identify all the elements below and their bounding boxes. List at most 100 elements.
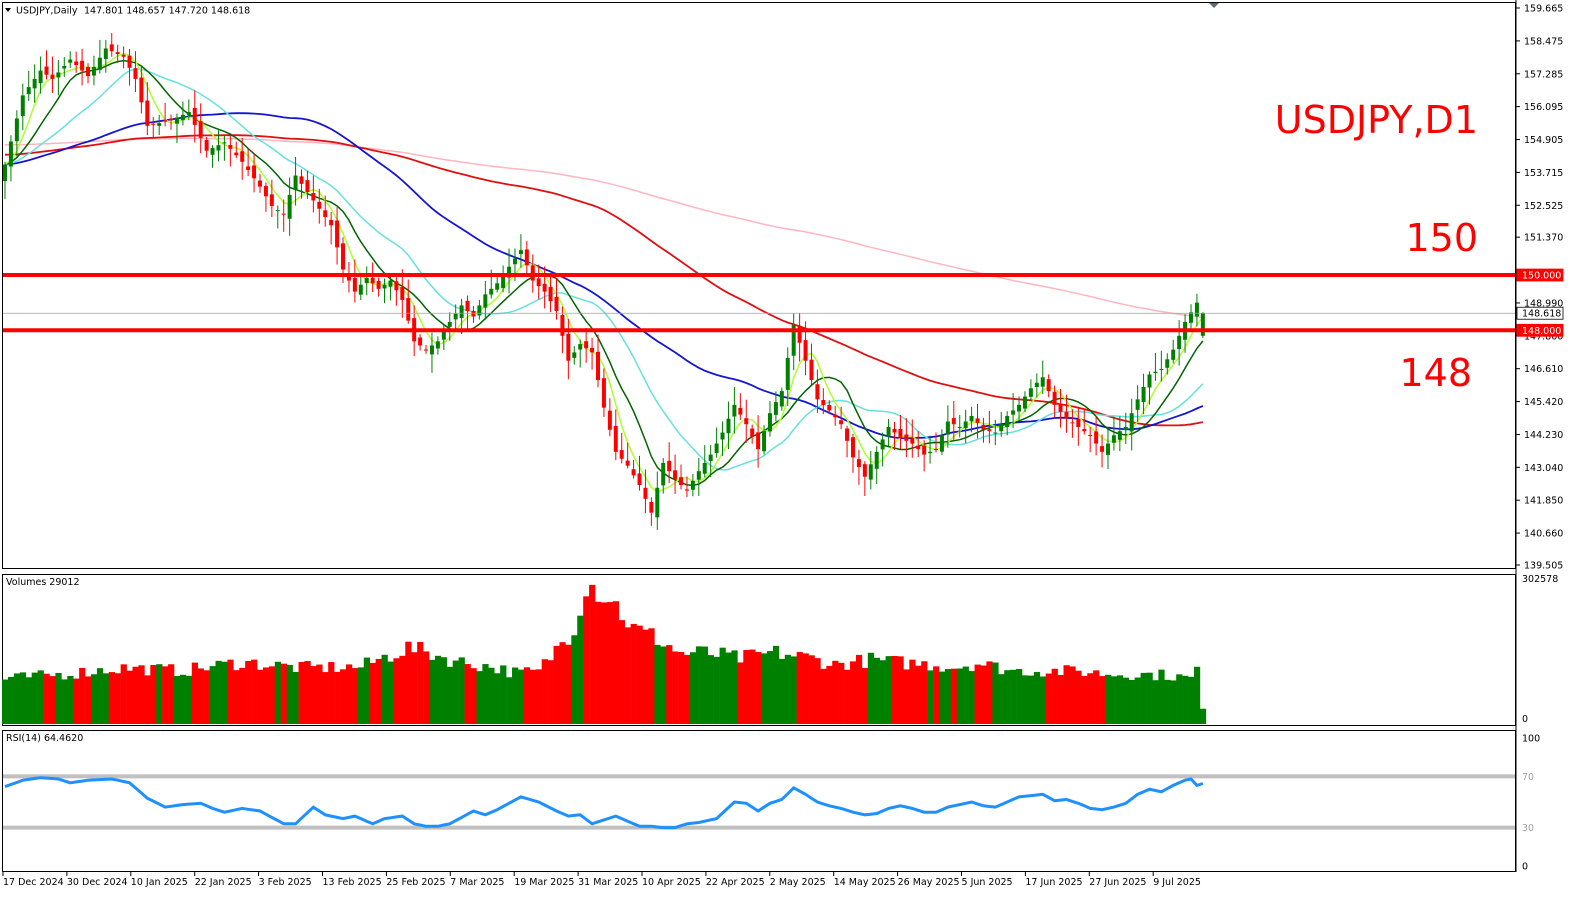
volume-bar bbox=[1146, 672, 1153, 724]
volume-bar bbox=[179, 674, 187, 724]
candle-body bbox=[1094, 431, 1099, 444]
volume-bar bbox=[861, 667, 869, 724]
volume-bar bbox=[1188, 676, 1195, 724]
candle-body bbox=[68, 59, 73, 63]
candle-body bbox=[773, 402, 778, 415]
candle-body bbox=[1177, 335, 1182, 349]
volume-bar bbox=[108, 672, 116, 724]
volume-bar bbox=[144, 675, 151, 724]
candle-body bbox=[394, 281, 399, 291]
candle-body bbox=[667, 460, 672, 472]
collapse-triangle-icon[interactable] bbox=[5, 8, 11, 12]
volume-bar bbox=[749, 649, 756, 724]
volume-bar bbox=[334, 671, 341, 724]
candle-body bbox=[643, 487, 648, 499]
volume-bar bbox=[464, 664, 471, 724]
volume-bar bbox=[345, 664, 353, 724]
candle-body bbox=[1028, 388, 1033, 397]
rsi-indicator: 100 70 30 0 bbox=[3, 734, 1540, 873]
price-tick-label: 141.850 bbox=[1524, 496, 1563, 507]
volume-bar bbox=[897, 656, 904, 724]
volume-bar bbox=[523, 667, 531, 724]
time-tick-label: 10 Apr 2025 bbox=[642, 877, 701, 888]
price-tick-label: 158.475 bbox=[1524, 36, 1563, 47]
candle-body bbox=[174, 117, 179, 124]
candle-body bbox=[732, 404, 737, 417]
volume-bar bbox=[274, 661, 282, 724]
candle-body bbox=[720, 432, 725, 440]
time-tick-label: 10 Jan 2025 bbox=[131, 877, 188, 888]
candle-body bbox=[512, 258, 517, 265]
volume-bar bbox=[233, 670, 240, 724]
price-tag-box bbox=[1516, 306, 1564, 320]
candle-body bbox=[590, 347, 595, 353]
candle-body bbox=[1165, 359, 1170, 368]
volume-bar bbox=[43, 673, 50, 724]
candle-body bbox=[406, 298, 411, 321]
horizontal-level-lines[interactable] bbox=[3, 273, 1515, 333]
price-tick-label: 143.040 bbox=[1524, 463, 1563, 474]
volume-bar bbox=[357, 667, 365, 724]
volume-bar bbox=[595, 601, 602, 724]
volume-bar bbox=[417, 641, 424, 724]
candle-body bbox=[157, 123, 162, 126]
candle-body bbox=[1005, 415, 1010, 428]
candle-body bbox=[613, 425, 618, 452]
candle-body bbox=[441, 331, 446, 340]
volume-bar bbox=[707, 655, 714, 724]
volume-bar bbox=[772, 645, 780, 724]
rsi-tick-label: 0 bbox=[1522, 862, 1528, 873]
candle-body bbox=[762, 431, 767, 452]
volume-bar bbox=[1057, 675, 1064, 724]
candle-body bbox=[74, 61, 79, 66]
volume-bar bbox=[624, 627, 631, 724]
candle-body bbox=[524, 249, 529, 266]
time-tick-label: 19 Mar 2025 bbox=[514, 877, 574, 888]
candle-body bbox=[97, 57, 102, 70]
candle-body bbox=[323, 210, 328, 218]
candle-body bbox=[91, 66, 96, 76]
candle-body bbox=[1105, 443, 1110, 455]
candle-body bbox=[661, 462, 666, 486]
volume-bar bbox=[891, 655, 898, 724]
candle-body bbox=[999, 424, 1004, 432]
candle-body bbox=[690, 480, 695, 490]
candle-body bbox=[388, 280, 393, 287]
ma-cyan-line bbox=[4, 68, 1204, 471]
volume-bar bbox=[1039, 676, 1047, 724]
rsi-pane-title: RSI(14) 64.4620 bbox=[6, 733, 83, 744]
volume-bar bbox=[1128, 679, 1135, 724]
volume-bar bbox=[1021, 675, 1029, 724]
candle-body bbox=[228, 144, 233, 149]
candle-body bbox=[1141, 386, 1146, 403]
candle-body bbox=[435, 341, 440, 349]
volume-bar bbox=[589, 584, 596, 724]
candle-body bbox=[257, 180, 262, 187]
time-tick-label: 13 Feb 2025 bbox=[323, 877, 382, 888]
candle-body bbox=[738, 407, 743, 415]
volume-bar bbox=[1140, 672, 1147, 724]
candle-body bbox=[234, 152, 239, 156]
volume-bar bbox=[796, 652, 803, 724]
volume-bar bbox=[761, 653, 768, 724]
price-tick-label: 147.800 bbox=[1524, 331, 1563, 342]
volume-bar bbox=[363, 657, 370, 724]
shift-marker-icon[interactable] bbox=[1209, 3, 1219, 8]
candle-body bbox=[429, 345, 434, 355]
volume-bar bbox=[689, 652, 697, 724]
volume-bar bbox=[185, 675, 193, 724]
volume-bar bbox=[986, 661, 993, 724]
volume-bar bbox=[138, 665, 145, 724]
price-tag-label: 148.000 bbox=[1522, 326, 1561, 337]
candle-body bbox=[1135, 399, 1140, 410]
price-tick-label: 159.665 bbox=[1524, 4, 1563, 15]
candle-body bbox=[495, 283, 500, 290]
rsi-tick-label: 70 bbox=[1522, 772, 1534, 783]
candle-body bbox=[892, 428, 897, 433]
volume-pane-title: Volumes 29012 bbox=[6, 577, 80, 588]
candle-body bbox=[216, 145, 221, 151]
volume-bar bbox=[262, 667, 270, 724]
volume-bar bbox=[428, 659, 436, 724]
price-tick-label: 154.905 bbox=[1524, 135, 1563, 146]
